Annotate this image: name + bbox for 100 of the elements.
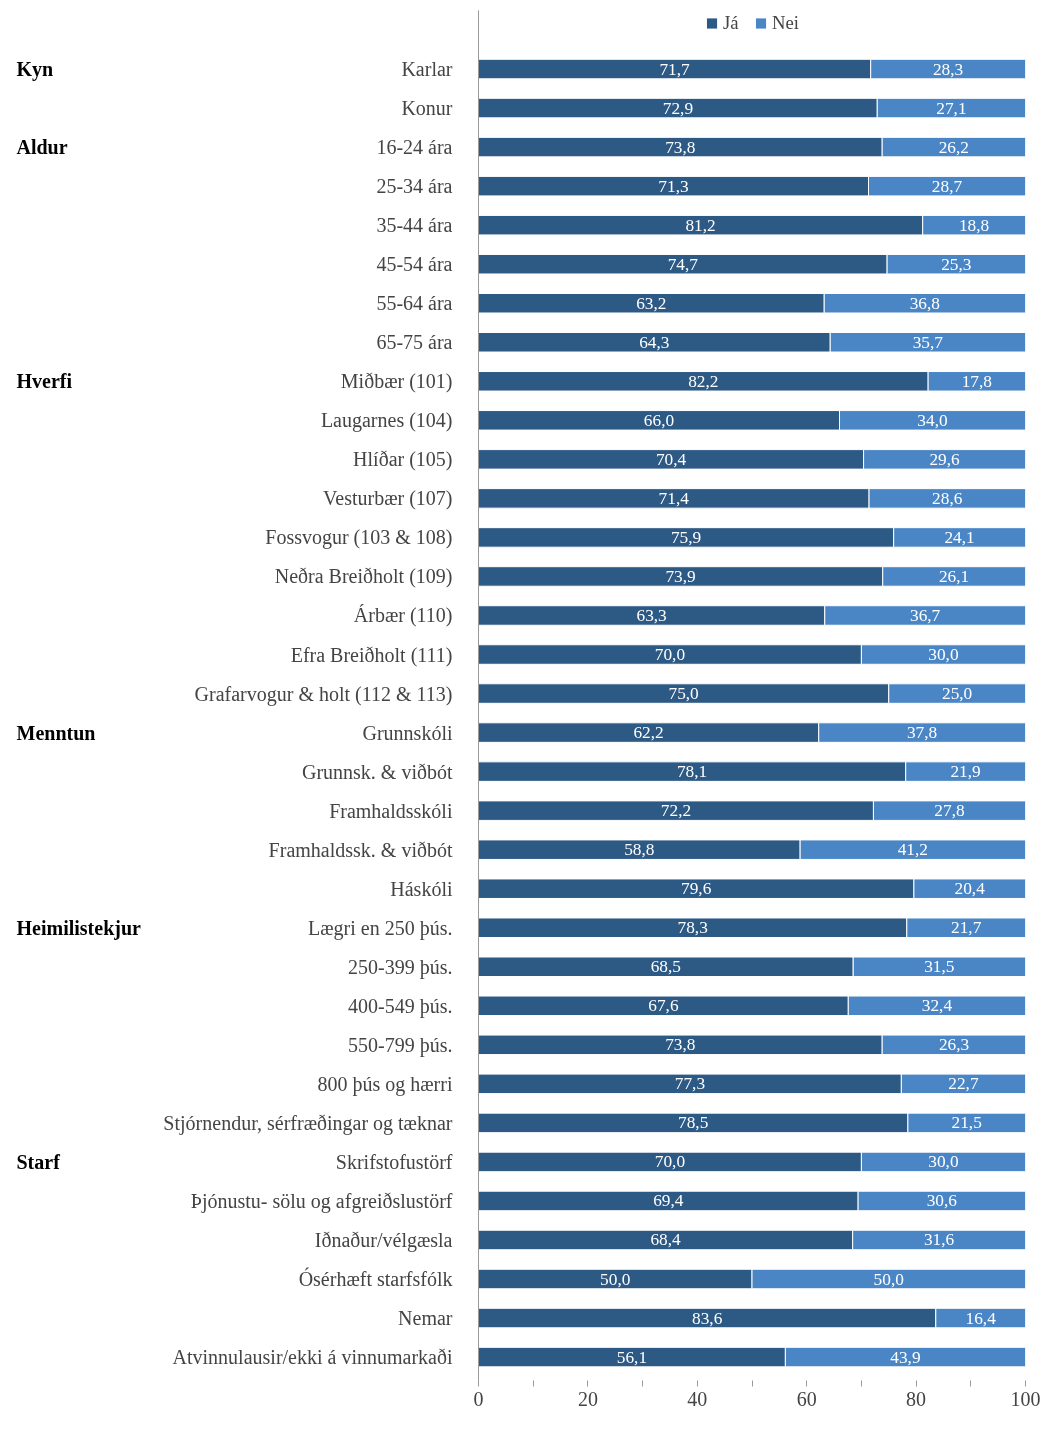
y-tick-label: 55-64 ára <box>376 292 453 315</box>
data-label: 67,6 <box>648 996 679 1016</box>
data-label: 31,5 <box>924 957 955 977</box>
data-label: 50,0 <box>600 1269 631 1289</box>
text: Starf <box>16 1150 61 1173</box>
data-label: 72,2 <box>660 801 692 821</box>
data-label: 27,1 <box>936 98 967 118</box>
data-label: 34,0 <box>917 410 948 430</box>
y-tick-label: Grunnskóli <box>362 721 453 744</box>
y-tick-label: Neðra Breiðholt (109) <box>274 565 453 589</box>
text: Menntun <box>16 721 96 744</box>
y-tick-label: Þjónustu- sölu og afgreiðslustörf <box>190 1189 453 1213</box>
data-label: 73,8 <box>665 1035 696 1055</box>
data-label: 22,7 <box>948 1074 979 1094</box>
data-label: 63,3 <box>636 605 667 625</box>
data-label: 18,8 <box>958 215 990 235</box>
data-label: 25,3 <box>941 254 972 274</box>
data-label: 70,4 <box>655 449 687 469</box>
data-label: 71,3 <box>658 176 689 196</box>
x-tick-label: 20 <box>577 1387 598 1410</box>
data-label: 31,6 <box>923 1230 955 1250</box>
data-label: 66,0 <box>643 410 675 430</box>
y-tick-label: Árbær (110) <box>353 604 453 628</box>
y-tick-label: Grunnsk. & viðbót <box>301 760 453 783</box>
data-label: 81,2 <box>685 215 716 235</box>
data-label: 74,7 <box>667 254 699 274</box>
y-tick-label: Efra Breiðholt (111) <box>290 643 453 667</box>
data-label: 58,8 <box>624 840 655 860</box>
data-label: 37,8 <box>906 723 938 743</box>
text: Heimilistekjur <box>16 916 142 940</box>
data-label: 27,8 <box>934 801 965 821</box>
y-tick-label: Grafarvogur & holt (112 & 113) <box>194 682 453 706</box>
y-tick-label: 35-44 ára <box>376 214 453 237</box>
x-tick-label: 100 <box>1010 1387 1041 1410</box>
y-tick-label: 400-549 þús. <box>348 994 453 1018</box>
data-label: 63,2 <box>636 293 667 313</box>
data-label: 30,0 <box>928 1152 959 1172</box>
y-tick-label: Ósérhæft starfsfólk <box>298 1267 453 1291</box>
data-label: 50,0 <box>873 1269 904 1289</box>
data-label: 73,9 <box>665 566 696 586</box>
data-label: 79,6 <box>681 879 712 899</box>
y-tick-label: 25-34 ára <box>376 175 453 198</box>
y-tick-label: Skrifstofustörf <box>335 1150 453 1173</box>
data-label: 36,8 <box>909 293 941 313</box>
data-label: 41,2 <box>897 840 928 860</box>
data-label: 17,8 <box>961 371 992 391</box>
data-label: 78,5 <box>678 1113 709 1133</box>
data-label: 35,7 <box>912 332 944 352</box>
data-label: 28,6 <box>932 488 963 508</box>
data-label: 32,4 <box>921 996 953 1016</box>
data-label: 24,1 <box>944 527 975 547</box>
text: Kyn <box>16 58 54 82</box>
y-tick-label: Vesturbær (107) <box>323 487 453 511</box>
text: Hverfi <box>16 370 73 393</box>
data-label: 21,7 <box>950 918 982 938</box>
data-label: 16,4 <box>965 1308 997 1328</box>
y-tick-label: 45-54 ára <box>376 253 453 276</box>
y-tick-label: Háskóli <box>390 877 453 900</box>
data-label: 28,7 <box>931 176 963 196</box>
y-tick-label: Konur <box>401 97 453 120</box>
y-tick-label: 550-799 þús. <box>348 1033 453 1057</box>
data-label: 71,7 <box>659 59 691 79</box>
data-label: 68,5 <box>650 957 682 977</box>
data-label: 82,2 <box>688 371 719 391</box>
data-label: 25,0 <box>941 684 973 704</box>
legend-label: Já <box>723 12 740 34</box>
data-label: 20,4 <box>954 879 986 899</box>
y-tick-label: Atvinnulausir/ekki á vinnumarkaði <box>172 1346 453 1369</box>
data-label: 26,2 <box>938 137 970 157</box>
y-tick-label: Framhaldssk. & viðbót <box>268 838 453 861</box>
legend-label: Nei <box>772 12 799 34</box>
y-tick-label: Laugarnes (104) <box>320 409 453 433</box>
x-tick-label: 40 <box>687 1387 708 1410</box>
data-label: 83,6 <box>691 1308 723 1328</box>
y-tick-label: Stjórnendur, sérfræðingar og tæknar <box>163 1111 453 1135</box>
y-tick-label: Miðbær (101) <box>340 370 453 394</box>
y-tick-label: 250-399 þús. <box>348 955 453 979</box>
data-label: 71,4 <box>658 488 690 508</box>
data-label: 70,0 <box>654 1152 686 1172</box>
data-label: 73,8 <box>665 137 696 157</box>
data-label: 75,9 <box>670 527 702 547</box>
y-tick-label: 800 þús og hærri <box>317 1072 453 1096</box>
data-label: 70,0 <box>654 645 686 665</box>
x-tick-label: 60 <box>796 1387 817 1410</box>
data-label: 21,9 <box>950 762 981 782</box>
data-label: 29,6 <box>929 449 961 469</box>
data-label: 56,1 <box>616 1347 648 1367</box>
data-label: 78,3 <box>677 918 708 938</box>
y-tick-label: Fossvogur (103 & 108) <box>265 526 453 550</box>
data-label: 30,6 <box>926 1191 958 1211</box>
data-label: 64,3 <box>639 332 670 352</box>
y-tick-label: 65-75 ára <box>376 331 453 354</box>
data-label: 69,4 <box>653 1191 684 1211</box>
y-tick-label: Iðnaður/vélgæsla <box>314 1228 453 1252</box>
y-tick-label: Framhaldsskóli <box>329 799 453 822</box>
data-label: 26,1 <box>938 566 970 586</box>
data-label: 77,3 <box>674 1074 706 1094</box>
y-tick-label: Hlíðar (105) <box>353 448 453 472</box>
data-label: 78,1 <box>676 762 708 782</box>
data-label: 43,9 <box>890 1347 921 1367</box>
